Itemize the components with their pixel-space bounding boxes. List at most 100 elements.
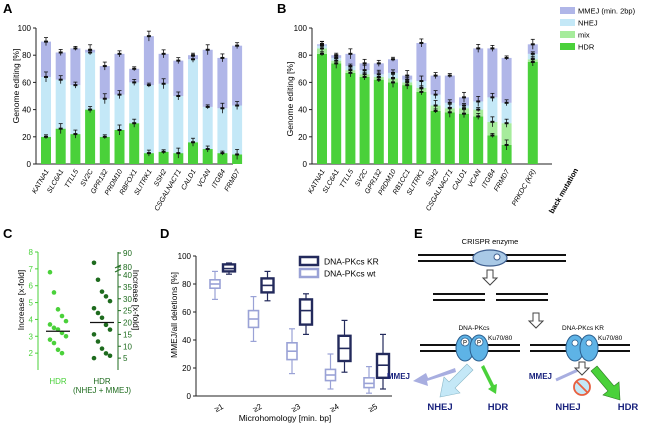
hdr-label-left: HDR (488, 402, 509, 413)
bar-segment (55, 79, 66, 129)
chart-c-ylabel-right: Increase [x-fold] (131, 270, 141, 330)
y-tick-label: 0 (303, 160, 308, 169)
group-label: HDR (93, 377, 111, 386)
data-point (47, 269, 53, 275)
data-point (51, 290, 57, 295)
data-point (91, 305, 97, 311)
data-point (63, 318, 69, 324)
mmej-label-right: MMEJ (529, 372, 552, 381)
bar-segment (473, 48, 484, 102)
arrow-down-icon (527, 312, 545, 329)
data-point (55, 307, 61, 312)
bar-segment (143, 36, 154, 86)
axis-break-mark (114, 268, 122, 273)
bar-segment (217, 57, 228, 109)
bar-segment (202, 49, 213, 107)
chart-d-xlabel: Microhomology [min. bp] (239, 413, 332, 423)
data-point (59, 313, 65, 319)
chart-b-back-mutation-label: back mutation (547, 166, 580, 215)
bar-segment (416, 91, 427, 164)
legend-swatch-wt (298, 267, 320, 279)
bar-segment (99, 136, 110, 164)
bar-segment (158, 151, 169, 164)
y-tick-label: 80 (182, 280, 191, 289)
x-tick-label: ≥1 (213, 402, 226, 414)
y-tick-label: 40 (22, 106, 31, 115)
y-tick-label: 60 (298, 78, 307, 87)
bar-segment (85, 109, 96, 164)
bar-segment (232, 105, 243, 155)
legend-label-kr: DNA-PKcs KR (324, 257, 379, 267)
dnapk-kr-complex (530, 334, 630, 362)
y-tick-label: 8 (29, 248, 34, 257)
data-point (95, 277, 101, 283)
group-label: (NHEJ + MMEJ) (73, 386, 131, 395)
y-tick-label-right: 80 (123, 263, 132, 272)
y-tick-label-right: 30 (123, 295, 132, 304)
dnapk-wt-complex: P P (420, 334, 520, 362)
bar-segment (430, 75, 441, 95)
chart-b-ylabel: Genome editing [%] (285, 62, 295, 137)
chart-a-ylabel: Genome editing [%] (11, 49, 21, 124)
bar-segment (487, 121, 498, 136)
data-point (99, 346, 105, 351)
crispr-enzyme-shape (472, 249, 508, 267)
y-tick-label: 60 (182, 308, 191, 317)
y-tick-label: 80 (298, 51, 307, 60)
legend-b: MMEJ (min. 2bp) NHEJ mix HDR (560, 7, 636, 52)
dna-double-strand-break (433, 293, 548, 301)
y-tick-label: 7 (29, 265, 34, 274)
data-point (99, 315, 105, 321)
mmej-label-left: MMEJ (387, 372, 410, 381)
legend-swatch-mix (560, 31, 575, 38)
y-tick-label-right: 35 (123, 283, 132, 292)
bar-segment (202, 106, 213, 150)
data-point (55, 347, 61, 353)
legend-label-mix: mix (578, 31, 590, 40)
legend-swatch-kr (298, 255, 320, 267)
bar-segment (41, 41, 51, 77)
y-tick-label-right: 5 (123, 354, 128, 363)
data-point (91, 332, 97, 337)
y-tick-label: 3 (29, 332, 34, 341)
dnapk-label: DNA-PKcs (458, 325, 490, 332)
panel-label-c: C (3, 226, 13, 241)
data-point (59, 350, 65, 356)
bar-segment (188, 142, 198, 164)
bar-segment (501, 123, 512, 145)
y-tick-label: 20 (298, 133, 307, 142)
bar-segment (217, 108, 228, 154)
bar-segment (173, 60, 184, 96)
bar-segment (487, 97, 498, 122)
bar-segment (430, 110, 441, 164)
data-point (95, 310, 101, 316)
bar-segment (487, 48, 498, 98)
panel-label-d: D (160, 226, 169, 241)
y-tick-label: 5 (29, 299, 34, 308)
chart-b: 020406080100KATNA1SLC6A1TTLL5SV2CGPR132P… (294, 24, 552, 212)
phospho-label: P (463, 341, 467, 347)
dnapk-kr-label: DNA-PKcs KR (562, 325, 604, 332)
crispr-enzyme-label: CRISPR enzyme (462, 237, 519, 246)
bar-segment (345, 72, 356, 164)
ku-label: Ku70/80 (488, 335, 513, 342)
data-point (91, 355, 97, 361)
bar-segment (55, 128, 66, 164)
y-tick-label-right: 15 (123, 330, 132, 339)
group-label: HDR (49, 377, 67, 386)
hdr-arrow-left (481, 365, 497, 394)
axis-break-mark (114, 264, 122, 269)
data-point (103, 351, 109, 356)
bar-segment (416, 42, 427, 82)
hdr-arrow-right (590, 365, 621, 401)
bar-segment (41, 76, 51, 137)
y-tick-label: 100 (18, 24, 32, 33)
data-point (107, 353, 113, 359)
x-tick-label: CALD1 (180, 168, 197, 191)
chart-d-ylabel: MMEJ/all deletions [%] (169, 272, 179, 358)
phospho-label: P (477, 341, 481, 347)
bar-segment (70, 48, 81, 86)
bar-segment (114, 53, 125, 95)
y-tick-label: 40 (298, 106, 307, 115)
